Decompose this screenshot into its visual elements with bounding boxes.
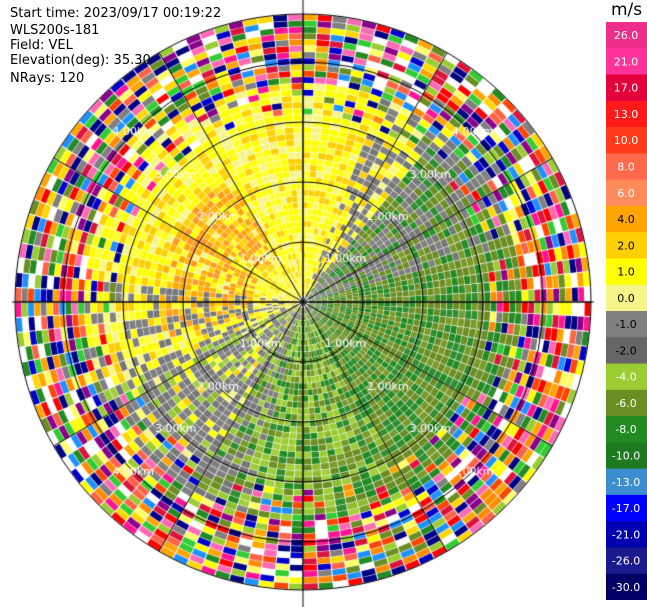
colorbar-tick-label: 2.0 [617,239,635,252]
colorbar: 26.0 21.0 17.0 13.0 10.0 8.0 6.0 4.0 2.0 1.0 0.0 -1… [606,22,647,600]
colorbar-swatch [606,547,647,575]
colorbar-tick-label: 6.0 [617,187,635,200]
colorbar-tick-label: 4.0 [617,213,635,226]
colorbar-swatch [606,205,647,233]
colorbar-swatch [606,416,647,443]
colorbar-swatch [606,337,647,365]
colorbar-tick-label: 26.0 [614,29,639,42]
colorbar-tick-label: 13.0 [614,108,639,121]
colorbar-tick-label: -13.0 [612,476,640,489]
colorbar-swatch [606,284,647,312]
colorbar-tick-label: -30.0 [612,581,640,594]
colorbar-swatch [606,258,647,286]
colorbar-tick-label: -8.0 [615,423,636,436]
colorbar-swatch [606,22,647,49]
colorbar-swatch [606,389,647,417]
colorbar-tick-label: 0.0 [617,292,635,305]
colorbar-tick-label: 8.0 [617,161,635,174]
colorbar-tick-label: 17.0 [614,82,639,95]
colorbar-swatch [606,48,647,76]
colorbar-tick-label: 1.0 [617,266,635,279]
colorbar-swatch [606,442,647,470]
colorbar-tick-label: -1.0 [615,318,636,331]
colorbar-swatch [606,179,647,207]
colorbar-swatch [606,127,647,154]
colorbar-tick-label: -4.0 [615,371,636,384]
colorbar-tick-label: 21.0 [614,55,639,68]
colorbar-tick-label: -10.0 [612,450,640,463]
colorbar-swatch [606,100,647,128]
colorbar-swatch [606,468,647,496]
colorbar-swatch [606,74,647,102]
colorbar-tick-label: -21.0 [612,528,640,541]
colorbar-swatch [606,363,647,391]
colorbar-swatch [606,232,647,259]
instrument-label: WLS200s-181 [10,23,100,38]
start-time-label: Start time: 2023/09/17 00:19:22 [10,6,222,21]
colorbar-tick-label: -6.0 [615,397,636,410]
field-label: Field: VEL [10,38,73,53]
colorbar-swatch [606,153,647,181]
elevation-label: Elevation(deg): 35.30 [10,53,151,68]
colorbar-tick-label: -17.0 [612,502,640,515]
ppi-velocity-plot [0,0,605,607]
colorbar-tick-label: 10.0 [614,134,639,147]
nrays-label: NRays: 120 [10,71,85,86]
colorbar-swatch [606,311,647,338]
colorbar-swatch [606,521,647,548]
colorbar-unit: m/s [611,0,643,20]
colorbar-tick-label: -2.0 [615,344,636,357]
colorbar-tick-label: -26.0 [612,555,640,568]
colorbar-swatch [606,573,647,600]
colorbar-swatch [606,494,647,522]
